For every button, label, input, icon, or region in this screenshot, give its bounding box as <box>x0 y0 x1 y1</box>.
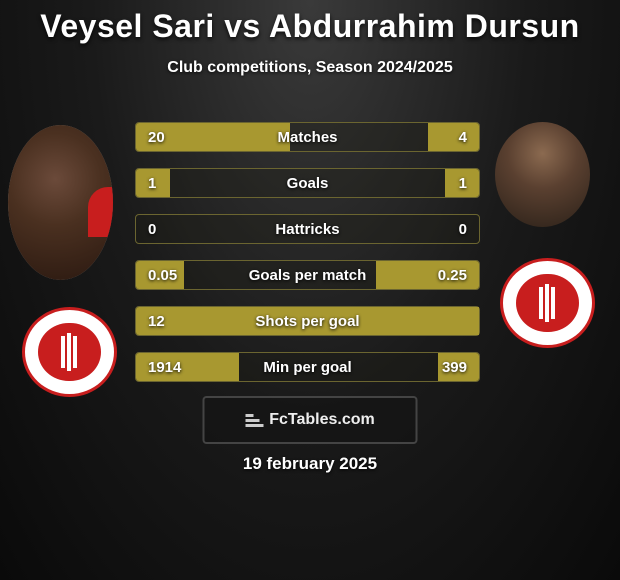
fctables-logo-icon <box>245 411 263 429</box>
stat-row: 00Hattricks <box>135 214 480 244</box>
stat-label: Min per goal <box>136 359 479 376</box>
subtitle: Club competitions, Season 2024/2025 <box>0 59 620 77</box>
stat-row: 1914399Min per goal <box>135 352 480 382</box>
stat-label: Hattricks <box>136 221 479 238</box>
page-title: Veysel Sari vs Abdurrahim Dursun <box>0 0 620 45</box>
avatar-placeholder-icon <box>8 125 113 280</box>
date-label: 19 february 2025 <box>0 454 620 474</box>
stat-row: 12Shots per goal <box>135 306 480 336</box>
stat-row: 11Goals <box>135 168 480 198</box>
stats-list: 204Matches 11Goals 00Hattricks 0.050.25Goal… <box>135 122 480 382</box>
club-badge-right <box>500 258 595 348</box>
comparison-card: Veysel Sari vs Abdurrahim Dursun Club co… <box>0 0 620 580</box>
stat-label: Goals <box>136 175 479 192</box>
attribution-text: FcTables.com <box>269 411 375 429</box>
club-crest-icon <box>22 307 117 397</box>
player-left-avatar <box>8 125 113 280</box>
stat-label: Shots per goal <box>136 313 479 330</box>
stat-label: Goals per match <box>136 267 479 284</box>
player-right-avatar <box>495 122 590 227</box>
attribution-badge: FcTables.com <box>203 396 418 444</box>
club-badge-left <box>22 307 117 397</box>
club-crest-icon <box>500 258 595 348</box>
stat-row: 204Matches <box>135 122 480 152</box>
stat-row: 0.050.25Goals per match <box>135 260 480 290</box>
avatar-placeholder-icon <box>495 122 590 227</box>
stat-label: Matches <box>136 129 479 146</box>
